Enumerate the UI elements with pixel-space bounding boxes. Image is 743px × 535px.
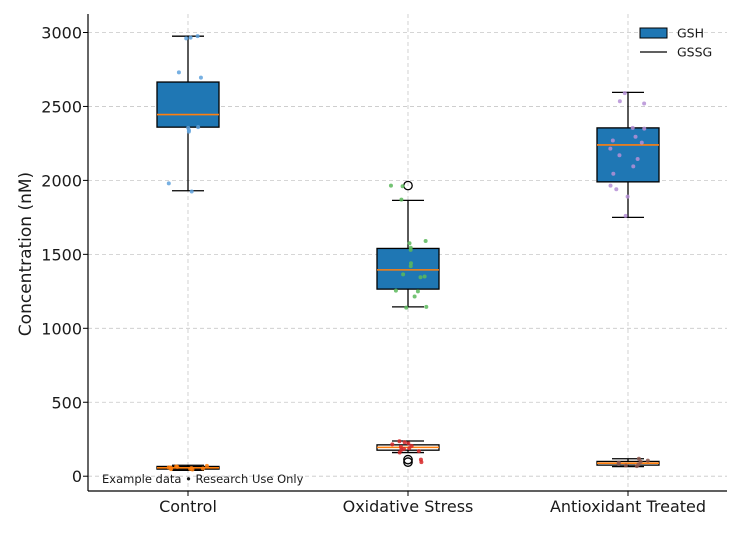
box-iqr (376, 247, 440, 290)
gsh-box-group (596, 91, 660, 219)
data-point (616, 461, 621, 466)
data-point (175, 464, 180, 469)
data-point (196, 125, 201, 130)
data-point (422, 274, 427, 279)
data-point (419, 460, 424, 465)
data-point (611, 171, 616, 176)
data-point (189, 189, 194, 194)
y-tick-label: 2500 (41, 97, 82, 116)
data-point (423, 239, 428, 244)
data-point (623, 463, 628, 468)
legend-item-gsh: GSH (639, 26, 704, 41)
x-tick-layer: Control Oxidative Stress Antioxidant Treat… (159, 491, 706, 516)
y-tick-label: 0 (72, 467, 82, 486)
data-point (188, 35, 193, 40)
outlier-point (403, 457, 413, 468)
data-point (631, 164, 636, 169)
data-point (608, 183, 613, 188)
data-point (633, 134, 638, 139)
y-tick-label: 1500 (41, 245, 82, 264)
data-point (407, 446, 412, 451)
data-point (635, 156, 640, 161)
data-point (184, 36, 189, 41)
data-point (406, 441, 411, 446)
data-point (399, 197, 404, 202)
gsh-box-group (156, 35, 220, 192)
data-point (204, 463, 209, 468)
data-point (176, 70, 181, 75)
data-point (195, 34, 200, 39)
y-tick-label: 3000 (41, 23, 82, 42)
x-tick-label: Control (159, 497, 217, 516)
data-point (398, 444, 403, 449)
data-point (623, 213, 628, 218)
data-point (402, 440, 407, 445)
data-point (408, 247, 413, 252)
outlier-point (403, 454, 413, 465)
legend-label: GSSG (677, 45, 712, 60)
gssg-series-layer (156, 439, 660, 472)
data-point (200, 466, 205, 471)
data-point (614, 187, 619, 192)
data-point (416, 449, 421, 454)
data-point (166, 181, 171, 186)
legend-swatch-box (639, 27, 668, 39)
data-point (622, 91, 627, 96)
y-tick-label: 1000 (41, 319, 82, 338)
data-point (401, 272, 406, 277)
data-point (397, 450, 402, 455)
y-tick-layer: 0 500 1000 1500 2000 2500 3000 (41, 23, 88, 486)
data-point (198, 75, 203, 80)
data-point (400, 184, 405, 189)
data-point (408, 261, 413, 266)
data-point (630, 125, 635, 130)
annotation-note: Example data • Research Use Only (102, 472, 304, 486)
data-point (388, 183, 393, 188)
data-point (418, 275, 423, 280)
legend-item-gssg: GSSG (640, 45, 712, 60)
gsh-box-group (376, 180, 440, 308)
data-point (412, 294, 417, 299)
data-point (407, 241, 412, 246)
y-tick-label: 2000 (41, 171, 82, 190)
legend: GSH GSSG (639, 26, 712, 60)
data-point (424, 304, 429, 309)
data-point (186, 129, 191, 134)
data-point (636, 456, 641, 461)
x-tick-label: Oxidative Stress (343, 497, 474, 516)
data-point (634, 464, 639, 469)
data-point (638, 459, 643, 464)
data-point (169, 467, 174, 472)
data-point (642, 126, 647, 131)
data-point (393, 288, 398, 293)
x-tick-label: Antioxidant Treated (550, 497, 706, 516)
data-point (625, 194, 630, 199)
data-point (608, 146, 613, 151)
box-iqr (156, 81, 220, 128)
data-point (390, 442, 395, 447)
data-point (617, 153, 622, 158)
data-point (639, 140, 644, 145)
data-point (190, 467, 195, 472)
data-point (415, 289, 420, 294)
gssg-box-group (156, 464, 220, 471)
data-point (408, 264, 413, 269)
gsh-series-layer (156, 34, 660, 310)
data-point (404, 305, 409, 310)
y-tick-label: 500 (51, 393, 82, 412)
data-point (642, 101, 647, 106)
box-iqr (596, 127, 660, 183)
data-point (617, 99, 622, 104)
data-point (610, 138, 615, 143)
data-point (397, 439, 402, 444)
legend-label: GSH (677, 26, 704, 41)
y-axis-label: Concentration (nM) (16, 172, 36, 336)
data-point (645, 458, 650, 463)
